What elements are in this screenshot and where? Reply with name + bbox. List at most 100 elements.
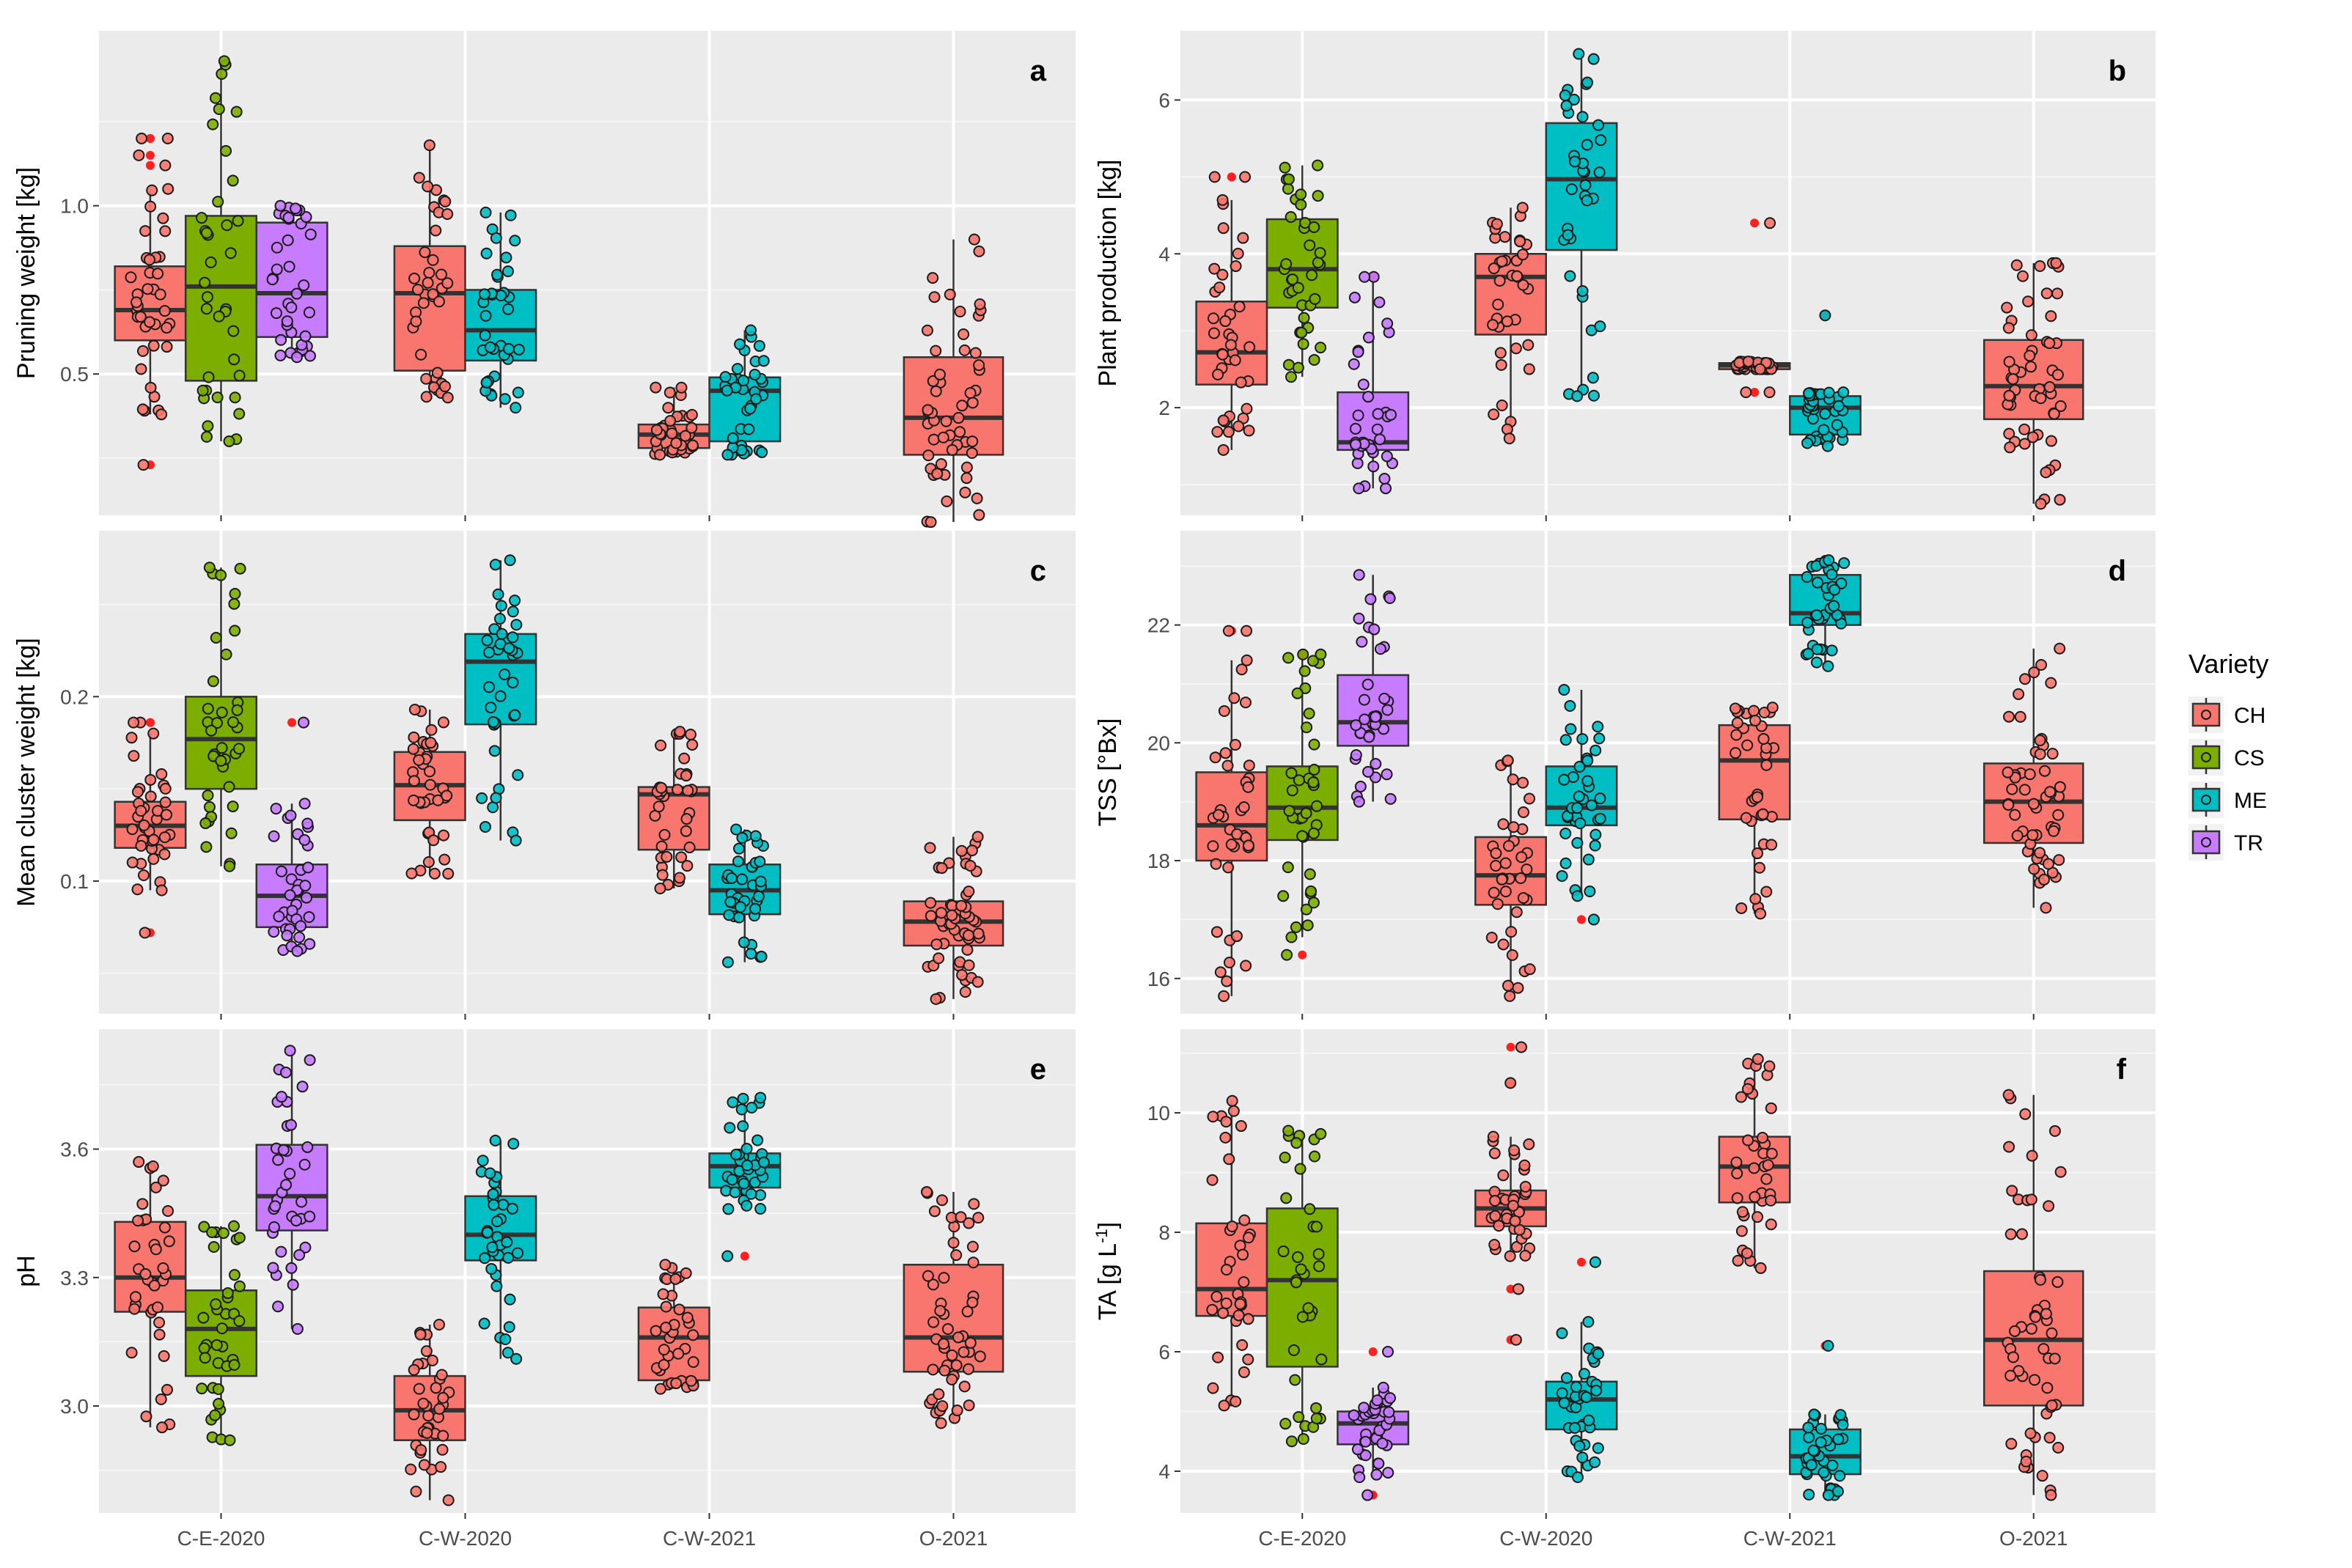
y-tick-label: 18 bbox=[1147, 850, 1170, 872]
data-point bbox=[1210, 1290, 1223, 1303]
data-point bbox=[730, 823, 743, 836]
data-point bbox=[2035, 392, 2047, 405]
data-point bbox=[155, 408, 168, 421]
data-point bbox=[1353, 612, 1365, 625]
box-C-E-2020-CH bbox=[114, 1156, 187, 1434]
data-point bbox=[973, 245, 985, 257]
data-point bbox=[971, 976, 984, 988]
legend-item-me: ME bbox=[2189, 781, 2267, 818]
data-point bbox=[1208, 327, 1220, 339]
data-point bbox=[153, 1328, 166, 1341]
data-point bbox=[2043, 1200, 2055, 1212]
data-point bbox=[1359, 713, 1371, 726]
data-point bbox=[1822, 1489, 1834, 1501]
data-point bbox=[963, 1399, 975, 1412]
data-point bbox=[229, 391, 241, 404]
data-point bbox=[757, 1156, 770, 1168]
data-point bbox=[2048, 1125, 2061, 1137]
data-point bbox=[1229, 354, 1241, 367]
data-point bbox=[1509, 1215, 1521, 1227]
box-C-E-2020-TR bbox=[1337, 270, 1410, 495]
data-point bbox=[433, 295, 445, 308]
data-point bbox=[224, 247, 237, 260]
outlier-point bbox=[145, 150, 155, 160]
data-point bbox=[267, 1262, 279, 1274]
data-point bbox=[1502, 979, 1514, 992]
box-O-2021-CH bbox=[903, 1185, 1004, 1429]
legend-item-tr: TR bbox=[2189, 824, 2263, 861]
data-point bbox=[298, 716, 310, 729]
data-point bbox=[200, 303, 213, 315]
data-point bbox=[1243, 759, 1255, 772]
data-point bbox=[1310, 1221, 1323, 1233]
data-point bbox=[972, 1212, 985, 1224]
data-point bbox=[946, 443, 958, 456]
data-point bbox=[2006, 1185, 2018, 1197]
data-point bbox=[2045, 1489, 2057, 1501]
data-point bbox=[1510, 342, 1522, 355]
data-point bbox=[501, 1347, 514, 1359]
data-point bbox=[433, 1319, 446, 1331]
data-point bbox=[941, 495, 953, 507]
data-point bbox=[1306, 269, 1318, 281]
data-point bbox=[158, 831, 171, 844]
data-point bbox=[963, 959, 975, 971]
data-point bbox=[223, 781, 235, 793]
data-point bbox=[230, 106, 243, 118]
data-point bbox=[277, 1144, 290, 1156]
data-point bbox=[1822, 660, 1834, 672]
data-point bbox=[1592, 1442, 1604, 1454]
box-iqr bbox=[1265, 1207, 1339, 1368]
data-point bbox=[1757, 732, 1770, 745]
data-point bbox=[413, 1383, 425, 1395]
data-point bbox=[1372, 408, 1384, 420]
data-point bbox=[966, 446, 978, 459]
data-point bbox=[1370, 710, 1382, 723]
y-axis-title: Plant production [kg] bbox=[1094, 160, 1122, 387]
data-point bbox=[664, 415, 677, 427]
data-point bbox=[499, 1333, 512, 1345]
box-C-W-2020-ME bbox=[464, 206, 537, 414]
data-point bbox=[1223, 1153, 1235, 1166]
data-point bbox=[741, 1159, 754, 1171]
data-point bbox=[2010, 259, 2023, 271]
data-point bbox=[673, 1303, 686, 1316]
data-point bbox=[291, 945, 304, 957]
data-point bbox=[1208, 312, 1220, 325]
box-O-2021-CH bbox=[1983, 642, 2084, 914]
data-point bbox=[754, 1092, 767, 1104]
outlier-point bbox=[145, 161, 155, 170]
data-point bbox=[510, 1352, 523, 1365]
data-point bbox=[966, 397, 979, 409]
data-point bbox=[479, 820, 491, 833]
data-point bbox=[1377, 1381, 1389, 1394]
box-C-W-2020-ME bbox=[1545, 683, 1618, 926]
data-point bbox=[220, 648, 232, 660]
data-point bbox=[282, 211, 295, 224]
data-point bbox=[1569, 155, 1581, 168]
data-point bbox=[1376, 1437, 1389, 1449]
y-tick-label: 3.6 bbox=[60, 1138, 89, 1161]
data-point bbox=[1834, 1409, 1847, 1421]
data-point bbox=[1298, 665, 1311, 677]
outlier-point bbox=[1227, 172, 1236, 182]
data-point bbox=[721, 956, 734, 968]
data-point bbox=[140, 1410, 152, 1423]
data-point bbox=[1556, 1327, 1568, 1339]
data-point bbox=[681, 860, 694, 872]
legend-item-ch: CH bbox=[2189, 696, 2265, 733]
data-point bbox=[213, 1397, 225, 1410]
data-point bbox=[1821, 440, 1834, 452]
data-point bbox=[2051, 287, 2064, 300]
data-point bbox=[207, 675, 219, 688]
box-C-W-2021-ME bbox=[1789, 309, 1862, 452]
data-point bbox=[1238, 1366, 1250, 1378]
data-point bbox=[1305, 885, 1318, 897]
data-point bbox=[479, 206, 492, 218]
data-point bbox=[148, 1279, 161, 1292]
data-point bbox=[1504, 1077, 1517, 1089]
data-point bbox=[1217, 414, 1230, 427]
data-point bbox=[749, 1177, 761, 1189]
data-point bbox=[269, 1200, 282, 1212]
data-point bbox=[1576, 285, 1589, 298]
